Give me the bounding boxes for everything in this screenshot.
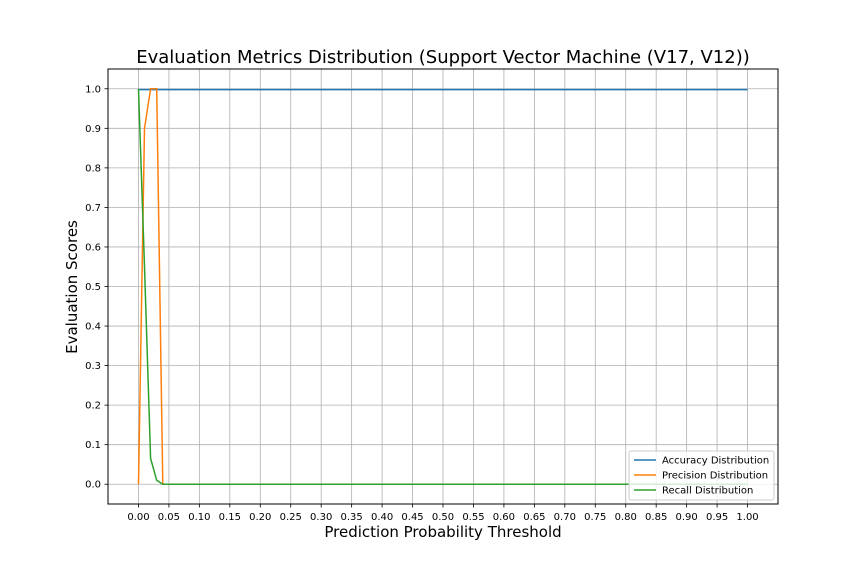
x-tick-label: 0.90 <box>676 512 698 523</box>
y-tick-label: 0.0 <box>85 480 101 491</box>
y-tick-label: 0.7 <box>85 203 101 214</box>
y-tick-label: 0.3 <box>85 361 101 372</box>
x-tick-label: 0.80 <box>615 512 637 523</box>
legend-label: Precision Distribution <box>662 471 768 482</box>
x-tick-label: 0.45 <box>401 512 423 523</box>
x-axis-ticks: 0.00 0.05 0.10 0.15 0.20 0.25 0.30 0.35 0.40 0.45… <box>127 504 759 523</box>
x-tick-label: 0.95 <box>706 512 728 523</box>
y-tick-label: 0.5 <box>85 282 101 293</box>
x-tick-label: 0.00 <box>127 512 149 523</box>
x-tick-label: 0.05 <box>158 512 180 523</box>
series-line-recall-distribution <box>137 88 748 485</box>
x-tick-label: 0.55 <box>462 512 484 523</box>
x-tick-label: 0.25 <box>280 512 302 523</box>
y-axis-label: Evaluation Scores <box>63 220 81 354</box>
x-tick-label: 0.20 <box>249 512 271 523</box>
y-axis-ticks: 0.0 0.1 0.2 0.3 0.4 0.5 0.6 0.7 0.8 0.9 1.0 <box>85 84 108 491</box>
legend-label: Recall Distribution <box>662 486 753 497</box>
y-tick-label: 0.1 <box>85 440 101 451</box>
x-tick-label: 0.35 <box>341 512 363 523</box>
y-tick-label: 0.9 <box>85 124 101 135</box>
legend: Accuracy Distribution Precision Distribut… <box>628 450 775 501</box>
x-tick-label: 0.60 <box>493 512 515 523</box>
x-tick-label: 1.00 <box>736 512 758 523</box>
y-tick-label: 0.8 <box>85 163 101 174</box>
grid-lines <box>108 69 778 504</box>
x-tick-label: 0.75 <box>584 512 606 523</box>
legend-box <box>628 450 775 501</box>
x-tick-label: 0.10 <box>188 512 210 523</box>
legend-label: Accuracy Distribution <box>662 456 769 467</box>
series-lines <box>137 88 748 485</box>
x-tick-label: 0.85 <box>645 512 667 523</box>
y-tick-label: 1.0 <box>85 84 101 95</box>
x-tick-label: 0.65 <box>523 512 545 523</box>
x-tick-label: 0.40 <box>371 512 393 523</box>
y-tick-label: 0.4 <box>85 322 101 333</box>
x-tick-label: 0.50 <box>432 512 454 523</box>
x-tick-label: 0.70 <box>554 512 576 523</box>
y-tick-label: 0.2 <box>85 401 101 412</box>
x-axis-label: Prediction Probability Threshold <box>324 523 561 541</box>
x-tick-label: 0.30 <box>310 512 332 523</box>
chart-title: Evaluation Metrics Distribution (Support… <box>136 47 750 68</box>
y-tick-label: 0.6 <box>85 242 101 253</box>
x-tick-label: 0.15 <box>219 512 241 523</box>
